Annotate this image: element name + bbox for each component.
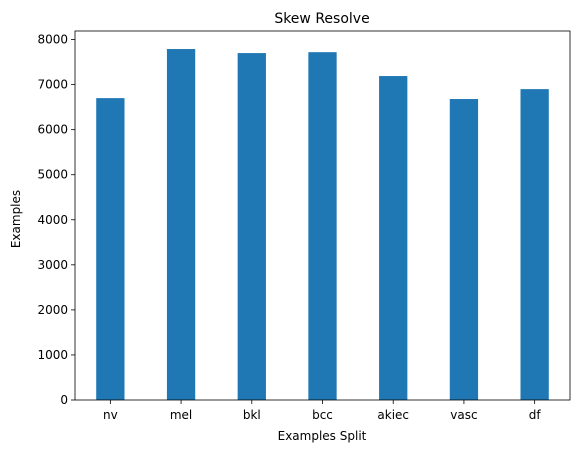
- y-tick-label-6000: 6000: [37, 123, 68, 137]
- x-axis-label: Examples Split: [278, 429, 367, 443]
- bar-bcc: [308, 52, 336, 400]
- y-axis-label: Examples: [9, 190, 23, 248]
- x-tick-label-mel: mel: [170, 408, 192, 422]
- bar-akiec: [379, 76, 407, 400]
- y-tick-label-8000: 8000: [37, 33, 68, 47]
- y-tick-label-5000: 5000: [37, 168, 68, 182]
- y-tick-label-2000: 2000: [37, 303, 68, 317]
- bars-group: [96, 49, 549, 400]
- x-tick-label-vasc: vasc: [450, 408, 477, 422]
- y-tick-label-4000: 4000: [37, 213, 68, 227]
- y-tick-label-0: 0: [60, 393, 68, 407]
- chart-title: Skew Resolve: [274, 11, 369, 27]
- bar-bkl: [238, 53, 266, 400]
- bar-nv: [96, 98, 124, 400]
- y-tick-label-7000: 7000: [37, 78, 68, 92]
- bar-vasc: [450, 99, 478, 400]
- y-tick-label-1000: 1000: [37, 348, 68, 362]
- y-tick-label-3000: 3000: [37, 258, 68, 272]
- x-tick-label-akiec: akiec: [377, 408, 409, 422]
- x-tick-label-nv: nv: [103, 408, 118, 422]
- bar-mel: [167, 49, 195, 400]
- x-tick-label-bcc: bcc: [312, 408, 333, 422]
- y-axis-ticks: 0 1000 2000 3000 4000 5000 6000 7000 8000: [37, 33, 75, 407]
- x-axis-ticks: nv mel bkl bcc akiec vasc df: [103, 400, 541, 422]
- bar-df: [521, 89, 549, 400]
- x-tick-label-df: df: [529, 408, 542, 422]
- x-tick-label-bkl: bkl: [243, 408, 261, 422]
